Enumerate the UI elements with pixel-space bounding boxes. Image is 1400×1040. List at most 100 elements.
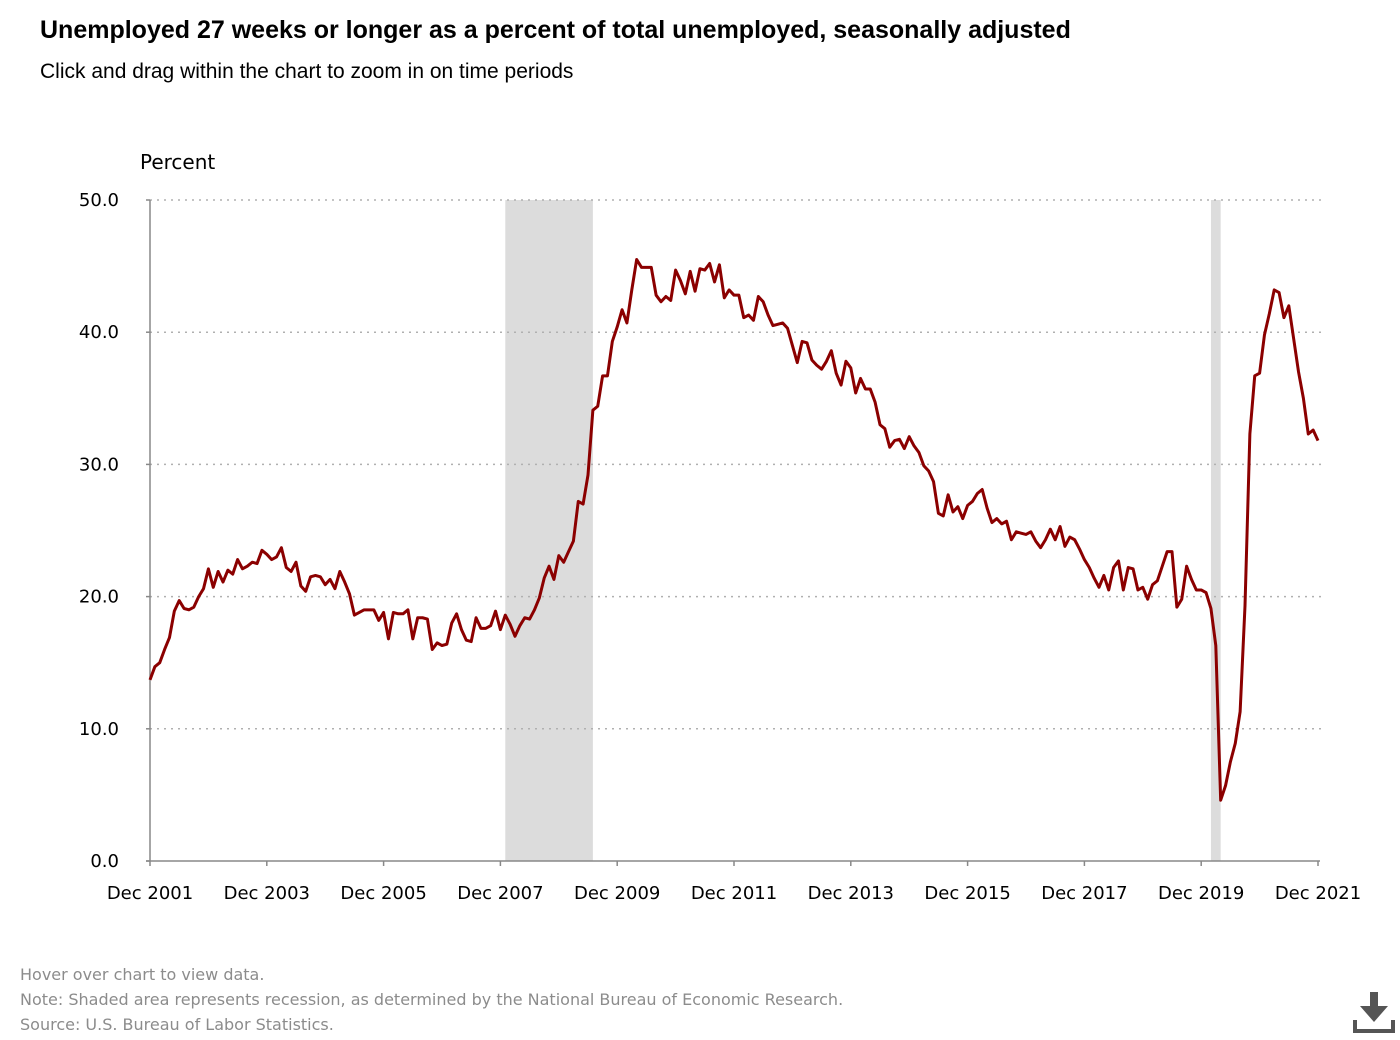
data-point[interactable] — [1165, 549, 1170, 554]
data-point[interactable] — [318, 574, 323, 579]
data-point[interactable] — [595, 404, 600, 409]
data-point[interactable] — [255, 561, 260, 566]
data-point[interactable] — [449, 621, 454, 626]
data-point[interactable] — [960, 516, 965, 521]
data-point[interactable] — [897, 437, 902, 442]
data-point[interactable] — [167, 635, 172, 640]
data-point[interactable] — [814, 363, 819, 368]
data-point[interactable] — [751, 318, 756, 323]
data-point[interactable] — [1038, 545, 1043, 550]
data-point[interactable] — [639, 265, 644, 270]
data-point[interactable] — [693, 289, 698, 294]
data-point[interactable] — [298, 584, 303, 589]
data-point[interactable] — [454, 611, 459, 616]
data-point[interactable] — [624, 320, 629, 325]
data-point[interactable] — [819, 367, 824, 372]
data-point[interactable] — [396, 611, 401, 616]
data-point[interactable] — [1281, 315, 1286, 320]
data-point[interactable] — [629, 287, 634, 292]
data-point[interactable] — [1033, 539, 1038, 544]
data-point[interactable] — [800, 339, 805, 344]
data-point[interactable] — [206, 566, 211, 571]
data-point[interactable] — [702, 268, 707, 273]
data-point[interactable] — [522, 615, 527, 620]
data-point[interactable] — [936, 511, 941, 516]
data-point[interactable] — [303, 589, 308, 594]
data-point[interactable] — [483, 626, 488, 631]
data-point[interactable] — [795, 360, 800, 365]
data-point[interactable] — [415, 615, 420, 620]
data-point[interactable] — [683, 291, 688, 296]
data-point[interactable] — [571, 539, 576, 544]
data-point[interactable] — [459, 627, 464, 632]
data-point[interactable] — [727, 287, 732, 292]
data-point[interactable] — [732, 293, 737, 298]
data-point[interactable] — [926, 469, 931, 474]
data-point[interactable] — [761, 299, 766, 304]
data-point[interactable] — [916, 450, 921, 455]
data-point[interactable] — [410, 636, 415, 641]
data-point[interactable] — [1184, 564, 1189, 569]
data-point[interactable] — [863, 387, 868, 392]
data-point[interactable] — [464, 638, 469, 643]
data-point[interactable] — [1174, 605, 1179, 610]
data-point[interactable] — [1028, 529, 1033, 534]
data-point[interactable] — [1067, 535, 1072, 540]
data-point[interactable] — [269, 557, 274, 562]
data-point[interactable] — [235, 557, 240, 562]
data-point[interactable] — [1170, 549, 1175, 554]
data-point[interactable] — [313, 573, 318, 578]
data-point[interactable] — [1286, 303, 1291, 308]
data-point[interactable] — [600, 373, 605, 378]
data-point[interactable] — [381, 610, 386, 615]
data-point[interactable] — [634, 257, 639, 262]
data-point[interactable] — [420, 615, 425, 620]
data-point[interactable] — [337, 569, 342, 574]
data-point[interactable] — [250, 560, 255, 565]
data-point[interactable] — [717, 262, 722, 267]
data-point[interactable] — [1218, 798, 1223, 803]
data-point[interactable] — [902, 446, 907, 451]
data-point[interactable] — [766, 313, 771, 318]
data-point[interactable] — [216, 569, 221, 574]
data-point[interactable] — [517, 623, 522, 628]
data-point[interactable] — [955, 504, 960, 509]
data-point[interactable] — [858, 376, 863, 381]
data-point[interactable] — [785, 326, 790, 331]
data-point[interactable] — [1296, 369, 1301, 374]
chart-canvas[interactable]: 0.0 10.0 20.0 30.0 40.0 50.0 Dec 2001 Dec 2003… — [0, 0, 1400, 940]
data-point[interactable] — [1131, 566, 1136, 571]
data-point[interactable] — [663, 294, 668, 299]
data-point[interactable] — [323, 582, 328, 587]
data-point[interactable] — [211, 585, 216, 590]
data-point[interactable] — [430, 647, 435, 652]
data-point[interactable] — [1233, 741, 1238, 746]
data-point[interactable] — [659, 299, 664, 304]
data-point[interactable] — [868, 387, 873, 392]
data-point[interactable] — [357, 610, 362, 615]
data-point[interactable] — [537, 595, 542, 600]
data-point[interactable] — [342, 580, 347, 585]
data-point[interactable] — [1072, 537, 1077, 542]
data-point[interactable] — [279, 545, 284, 550]
data-point[interactable] — [975, 491, 980, 496]
data-point[interactable] — [620, 307, 625, 312]
data-point[interactable] — [980, 487, 985, 492]
data-point[interactable] — [775, 322, 780, 327]
data-point[interactable] — [547, 564, 552, 569]
data-point[interactable] — [182, 606, 187, 611]
data-point[interactable] — [405, 607, 410, 612]
data-point[interactable] — [264, 552, 269, 557]
data-point[interactable] — [965, 503, 970, 508]
data-point[interactable] — [581, 502, 586, 507]
data-point[interactable] — [1077, 547, 1082, 552]
series-layer[interactable] — [148, 257, 1321, 803]
data-point[interactable] — [746, 313, 751, 318]
data-point[interactable] — [741, 315, 746, 320]
data-point[interactable] — [488, 623, 493, 628]
data-point[interactable] — [367, 607, 372, 612]
data-point[interactable] — [921, 463, 926, 468]
data-point[interactable] — [352, 613, 357, 618]
data-point[interactable] — [756, 294, 761, 299]
data-point[interactable] — [615, 324, 620, 329]
